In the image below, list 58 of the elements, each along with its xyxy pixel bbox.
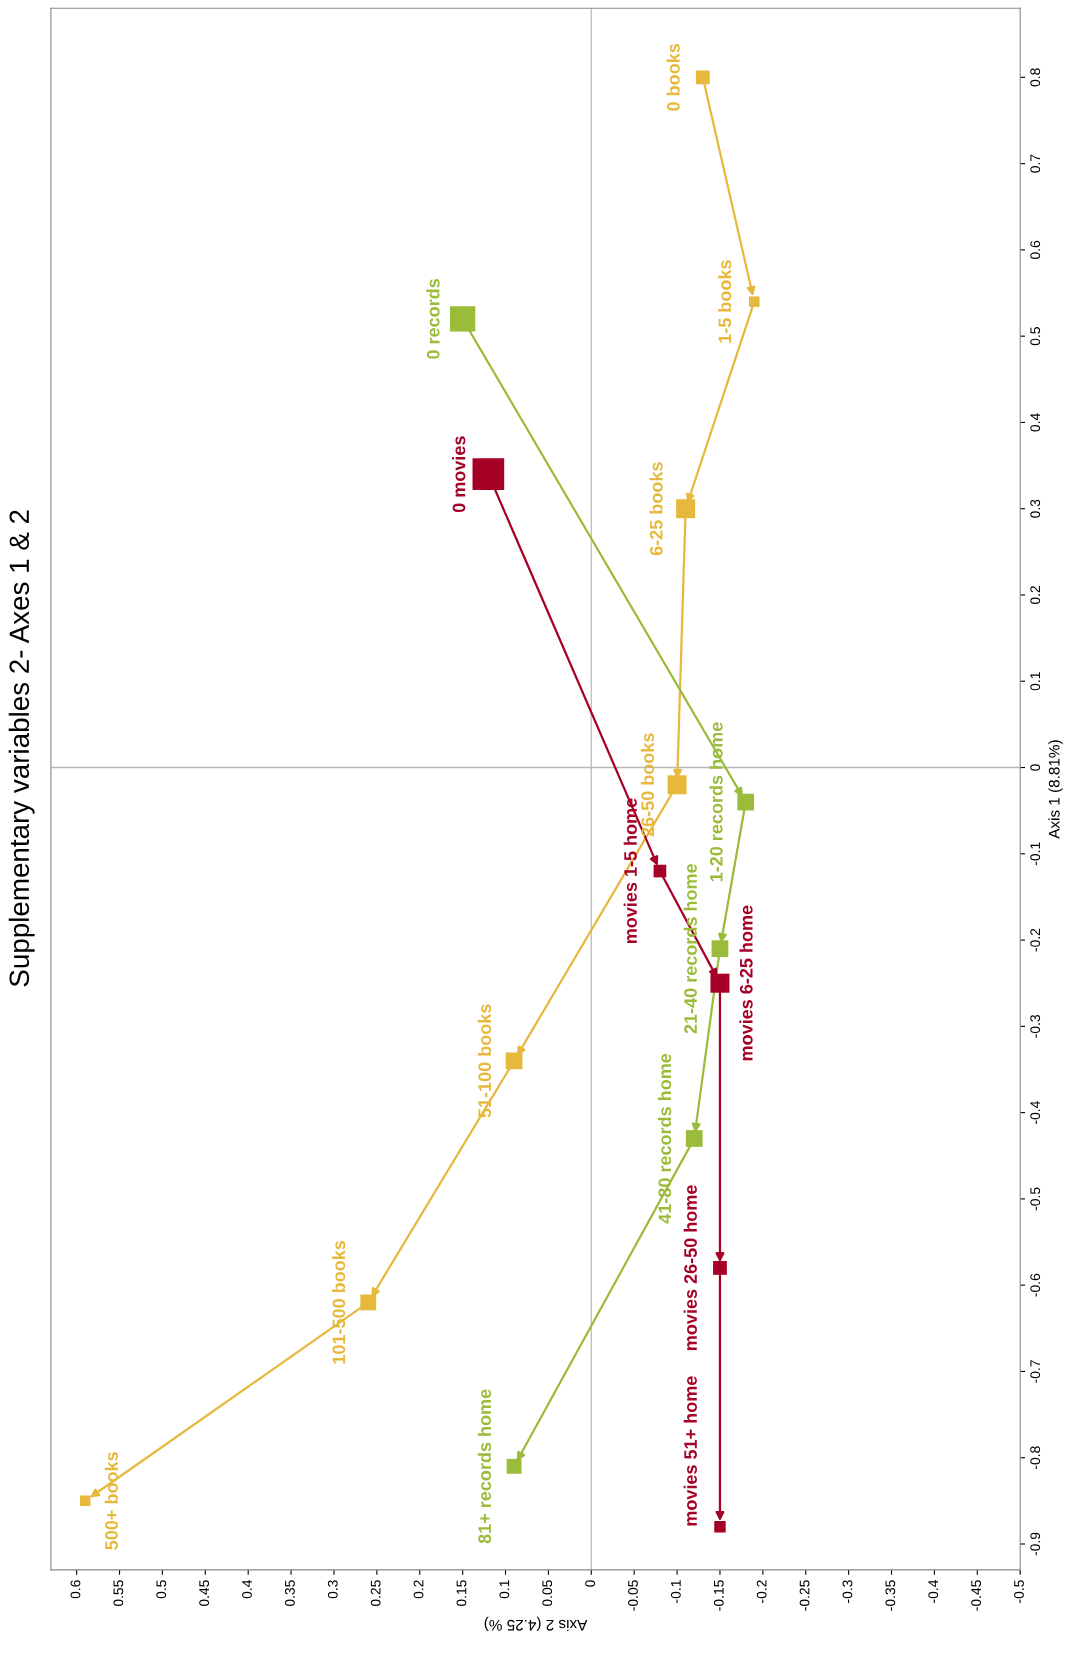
annotation: 0 movies [452, 436, 466, 513]
annotation: movies 6-25 home [739, 905, 753, 1061]
y-tick-label: -0.8 [1030, 1446, 1041, 1470]
y-tick-label: 0.7 [1030, 154, 1041, 173]
x-tick-label: -0.3 [842, 1580, 853, 1603]
x-tick-label: 0.2 [413, 1580, 424, 1599]
y-tick-label: -0.4 [1030, 1101, 1041, 1124]
x-tick-label: -0.05 [628, 1580, 638, 1611]
x-tick-label: -0.15 [713, 1580, 724, 1611]
annotation: 21-40 records home [683, 864, 697, 1034]
y-tick-label: 0.6 [1030, 240, 1041, 259]
annotation: movies 51+ home [683, 1376, 697, 1526]
y-axis-title: Axis 1 (8.81%) [1048, 740, 1063, 839]
x-tick-label: 0.5 [156, 1580, 167, 1599]
y-tick-label: 0 [1030, 764, 1041, 771]
annotation: 26-50 books [640, 733, 655, 837]
x-tick-label: 0.6 [70, 1580, 81, 1599]
x-tick-label: 0.3 [327, 1580, 338, 1599]
x-tick-label: 0.25 [370, 1580, 381, 1607]
y-tick-label: -0.3 [1030, 1014, 1041, 1038]
y-tick-label: 0.8 [1030, 68, 1041, 87]
x-tick-label: 0.05 [542, 1580, 553, 1607]
y-tick-label: -0.9 [1030, 1532, 1041, 1556]
y-tick-label: -0.5 [1030, 1187, 1041, 1211]
y-tick-label: -0.2 [1030, 928, 1041, 952]
x-tick-label: -0.2 [756, 1580, 767, 1603]
annotation: 101-500 books [332, 1240, 346, 1364]
y-tick-label: 0.2 [1030, 586, 1041, 605]
annotation: 1-20 records home [709, 722, 723, 882]
y-tick-label: 0.1 [1030, 672, 1041, 691]
y-tick-label: 0.5 [1030, 327, 1041, 346]
x-tick-label: -0.35 [885, 1580, 896, 1611]
annotation: 500+ books [104, 1452, 118, 1550]
y-tick-label: 0.3 [1030, 499, 1041, 518]
y-tick-label: -0.7 [1030, 1360, 1041, 1383]
x-tick-label: 0 [585, 1580, 596, 1587]
annotation: 6-25 books [649, 462, 663, 556]
annotation: movies 26-50 home [683, 1185, 697, 1351]
x-tick-label: 0.4 [242, 1580, 252, 1599]
x-tick-label: -0.25 [799, 1580, 810, 1611]
x-tick-label: 0.45 [199, 1580, 210, 1607]
text: Supplementary variables 2- Axes 1 & 2 [8, 510, 35, 987]
annotation: 1-5 books [718, 260, 732, 343]
x-tick-label: -0.4 [928, 1580, 939, 1603]
y-tick-label: 0.4 [1030, 413, 1041, 432]
x-tick-label: 0.55 [113, 1580, 124, 1607]
x-tick-label: 0.15 [456, 1580, 467, 1607]
y-tick-label: -0.6 [1030, 1273, 1041, 1297]
y-tick-label: -0.1 [1030, 842, 1041, 866]
x-tick-label: -0.5 [1014, 1580, 1024, 1603]
x-tick-label: 0.35 [284, 1580, 295, 1607]
annotation: 81+ records home [477, 1389, 492, 1544]
x-tick-label: -0.45 [971, 1580, 982, 1611]
annotation: 0 books [666, 43, 680, 111]
x-tick-label: -0.1 [670, 1580, 681, 1603]
annotation: 0 records [426, 278, 440, 359]
x-tick-label: 0.1 [499, 1580, 510, 1599]
x-axis-title: Axis 2 (4.25 %) [484, 1616, 588, 1632]
